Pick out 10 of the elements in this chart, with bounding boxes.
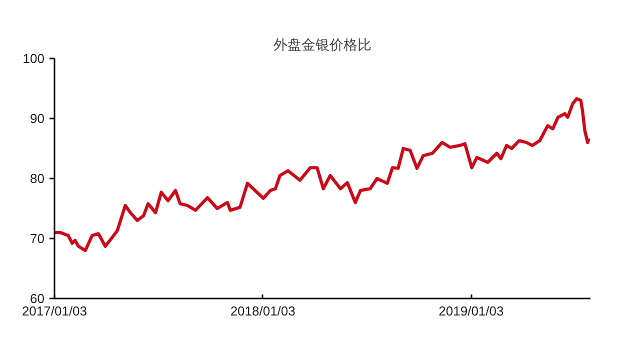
y-tick-label: 90: [30, 111, 45, 126]
y-tick-label: 80: [30, 171, 45, 186]
x-tick-label: 2019/01/03: [438, 304, 504, 318]
line-series: [54, 97, 590, 252]
x-tick-label: 2018/01/03: [230, 304, 296, 318]
x-tick-label: 2017/01/03: [22, 304, 88, 318]
y-tick-label: 60: [30, 291, 45, 306]
y-tick-label: 100: [22, 51, 45, 66]
chart-title: 外盘金银价格比: [274, 38, 372, 54]
y-tick-label: 70: [30, 231, 45, 246]
